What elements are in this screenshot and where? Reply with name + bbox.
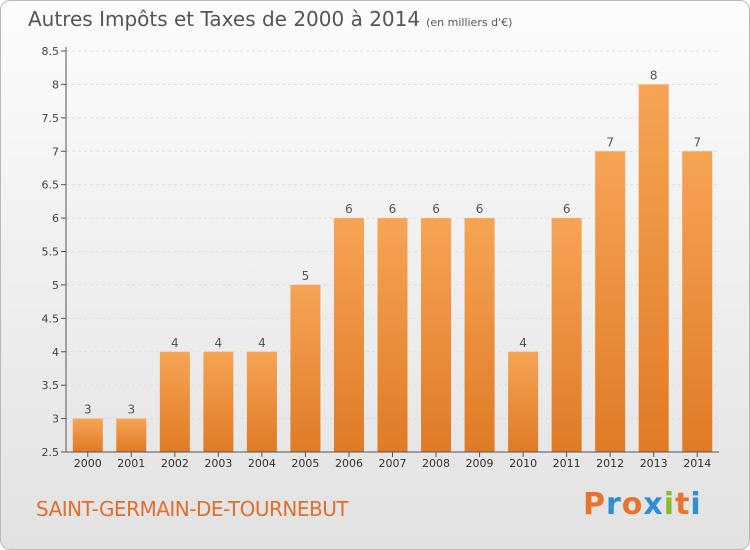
y-tick-label: 4.5 <box>42 312 60 325</box>
bar <box>159 351 190 452</box>
data-label: 3 <box>127 403 135 417</box>
x-tick-label: 2010 <box>509 457 537 470</box>
x-tick-label: 2012 <box>596 457 624 470</box>
bar <box>116 418 147 452</box>
bar <box>638 84 669 453</box>
data-label: 6 <box>432 202 440 216</box>
data-label: 4 <box>215 336 223 350</box>
bar <box>421 218 452 452</box>
data-label: 4 <box>171 336 179 350</box>
data-label: 5 <box>302 269 310 283</box>
data-label: 6 <box>345 202 353 216</box>
y-tick-label: 6.5 <box>42 179 60 192</box>
x-tick-label: 2000 <box>74 457 102 470</box>
y-tick-label: 6 <box>52 212 59 225</box>
bar <box>333 218 364 452</box>
x-tick-label: 2004 <box>248 457 276 470</box>
logo-letter: o <box>621 487 644 522</box>
bar <box>508 351 539 452</box>
proxiti-logo: Proxiti <box>583 487 702 522</box>
data-label: 4 <box>519 336 527 350</box>
y-tick-label: 5.5 <box>42 246 60 259</box>
commune-name: SAINT-GERMAIN-DE-TOURNEBUT <box>36 497 349 521</box>
logo-letter: x <box>643 487 664 522</box>
bar <box>551 218 582 452</box>
bar <box>246 351 277 452</box>
data-label: 7 <box>693 135 701 149</box>
y-tick-label: 3 <box>52 413 59 426</box>
data-label: 6 <box>476 202 484 216</box>
data-label: 3 <box>84 403 92 417</box>
logo-letter: r <box>606 487 622 522</box>
y-tick-label: 3.5 <box>42 379 60 392</box>
logo-letter: P <box>583 487 606 522</box>
x-tick-label: 2013 <box>640 457 668 470</box>
y-tick-label: 8 <box>52 78 59 91</box>
bar <box>290 284 321 452</box>
x-tick-label: 2008 <box>422 457 450 470</box>
chart-title-text: Autres Impôts et Taxes de 2000 à 2014 <box>28 7 421 31</box>
logo-letter: i <box>663 487 676 522</box>
chart-title: Autres Impôts et Taxes de 2000 à 2014 (en… <box>28 7 512 31</box>
y-tick-label: 4 <box>52 346 59 359</box>
data-label: 6 <box>389 202 397 216</box>
logo-letter: t <box>675 487 691 522</box>
x-tick-label: 2014 <box>683 457 711 470</box>
x-tick-label: 2003 <box>204 457 232 470</box>
bar <box>377 218 408 452</box>
data-label: 8 <box>650 68 658 82</box>
bar <box>682 151 713 452</box>
y-tick-label: 8.5 <box>42 45 60 58</box>
bar <box>595 151 626 452</box>
y-tick-label: 7.5 <box>42 112 60 125</box>
bar <box>464 218 495 452</box>
x-tick-label: 2006 <box>335 457 363 470</box>
bar <box>203 351 234 452</box>
y-tick-label: 2.5 <box>42 446 60 459</box>
y-tick-label: 7 <box>52 145 59 158</box>
x-tick-label: 2002 <box>161 457 189 470</box>
data-label: 6 <box>563 202 571 216</box>
logo-letter: i <box>690 487 702 522</box>
bar <box>72 418 103 452</box>
x-tick-label: 2007 <box>379 457 407 470</box>
data-label: 4 <box>258 336 266 350</box>
x-tick-label: 2011 <box>553 457 581 470</box>
x-tick-label: 2005 <box>291 457 319 470</box>
x-tick-label: 2001 <box>117 457 145 470</box>
y-tick-label: 5 <box>52 279 59 292</box>
chart-unit: (en milliers d'€) <box>426 16 513 29</box>
data-label: 7 <box>606 135 614 149</box>
x-tick-label: 2009 <box>466 457 494 470</box>
